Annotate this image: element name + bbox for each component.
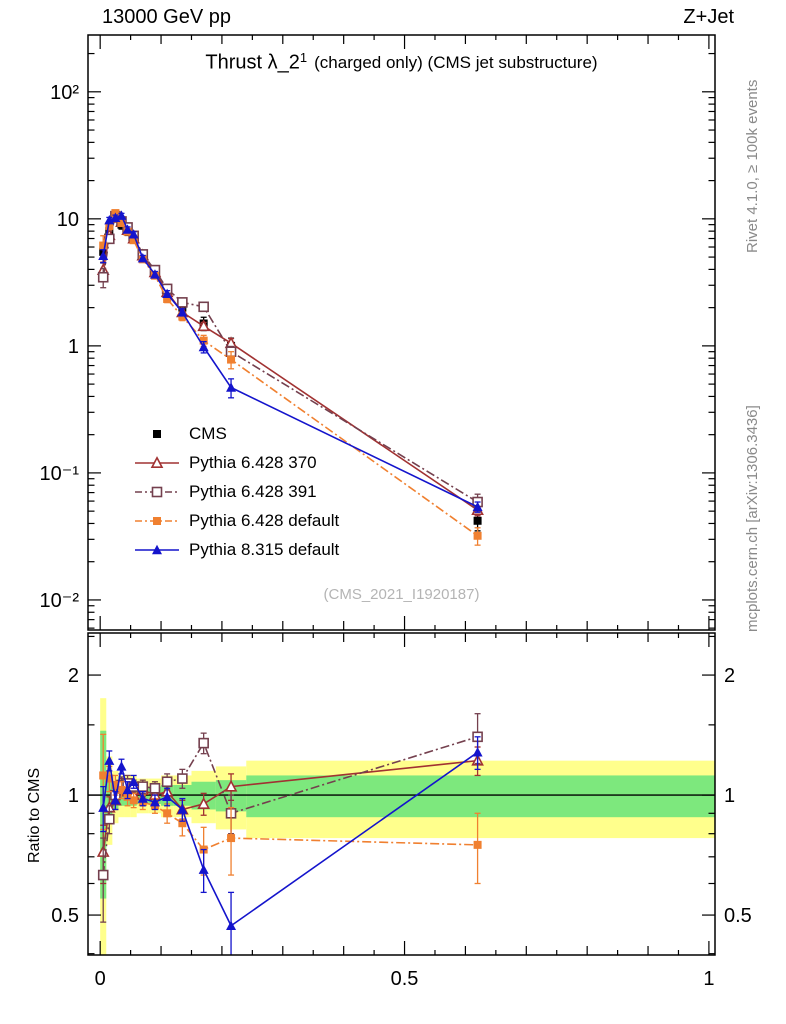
svg-text:2: 2: [724, 665, 735, 687]
mcplots-caption: mcplots.cern.ch [arXiv:1306.3436]: [744, 405, 761, 632]
svg-text:10: 10: [57, 209, 79, 231]
legend-item-pythia8-default: Pythia 8.315 default: [134, 535, 339, 564]
legend-label-pythia6-default: Pythia 6.428 default: [189, 510, 340, 530]
axis-ticks: [88, 35, 715, 955]
svg-text:0.5: 0.5: [391, 968, 419, 990]
svg-text:1: 1: [703, 968, 714, 990]
svg-text:2: 2: [68, 665, 79, 687]
legend-marker-pythia6-default-icon: [134, 511, 180, 531]
ratio-axis-label: Ratio to CMS: [26, 767, 43, 863]
legend-item-pythia6-default: Pythia 6.428 default: [134, 506, 339, 535]
svg-text:10²: 10²: [50, 82, 79, 104]
main-panel-frame: [87, 34, 716, 631]
legend-marker-pythia6-370-icon: [134, 453, 180, 473]
axis-tick-labels: 10² 10 1 10⁻¹ 10⁻² 2 2 1 1 0.5 0.5 0 0.5 1: [40, 82, 752, 990]
legend-label-pythia6-391: Pythia 6.428 391: [189, 481, 317, 501]
svg-text:1: 1: [724, 785, 735, 807]
plot-title: Thrust λ_21 (charged only) (CMS jet subst…: [88, 50, 715, 74]
svg-text:10⁻¹: 10⁻¹: [40, 463, 80, 485]
legend-label-cms: CMS: [189, 423, 227, 443]
legend-item-pythia6-391: Pythia 6.428 391: [134, 477, 339, 506]
process-label: Z+Jet: [683, 6, 734, 28]
svg-text:0: 0: [95, 968, 106, 990]
svg-text:0.5: 0.5: [724, 905, 752, 927]
svg-text:1: 1: [68, 785, 79, 807]
legend-marker-pythia6-391-icon: [134, 482, 180, 502]
series-pythia-8-315-default: [98, 210, 483, 513]
beam-energy-label: 13000 GeV pp: [102, 6, 231, 28]
legend-label-pythia6-370: Pythia 6.428 370: [189, 452, 317, 472]
series-pythia-8-315-default: [98, 736, 483, 955]
legend-item-cms: CMS: [134, 419, 339, 448]
svg-text:10⁻²: 10⁻²: [40, 590, 80, 612]
legend-label-pythia8-default: Pythia 8.315 default: [189, 539, 340, 559]
legend: CMS Pythia 6.428 370 Pythia 6.428 391 Py…: [134, 419, 339, 564]
legend-marker-pythia8-default-icon: [134, 540, 180, 560]
title-main: Thrust λ_2: [205, 51, 300, 74]
legend-marker-cms-icon: [134, 424, 180, 444]
title-rest: (charged only) (CMS jet substructure): [314, 53, 598, 73]
title-superscript: 1: [299, 50, 308, 65]
svg-text:0.5: 0.5: [51, 905, 79, 927]
ratio-panel-frame: [87, 632, 716, 956]
svg-text:1: 1: [68, 336, 79, 358]
rivet-version-caption: Rivet 4.1.0, ≥ 100k events: [744, 79, 761, 253]
legend-item-pythia6-370: Pythia 6.428 370: [134, 448, 339, 477]
analysis-id-watermark: (CMS_2021_I1920187): [323, 586, 480, 603]
